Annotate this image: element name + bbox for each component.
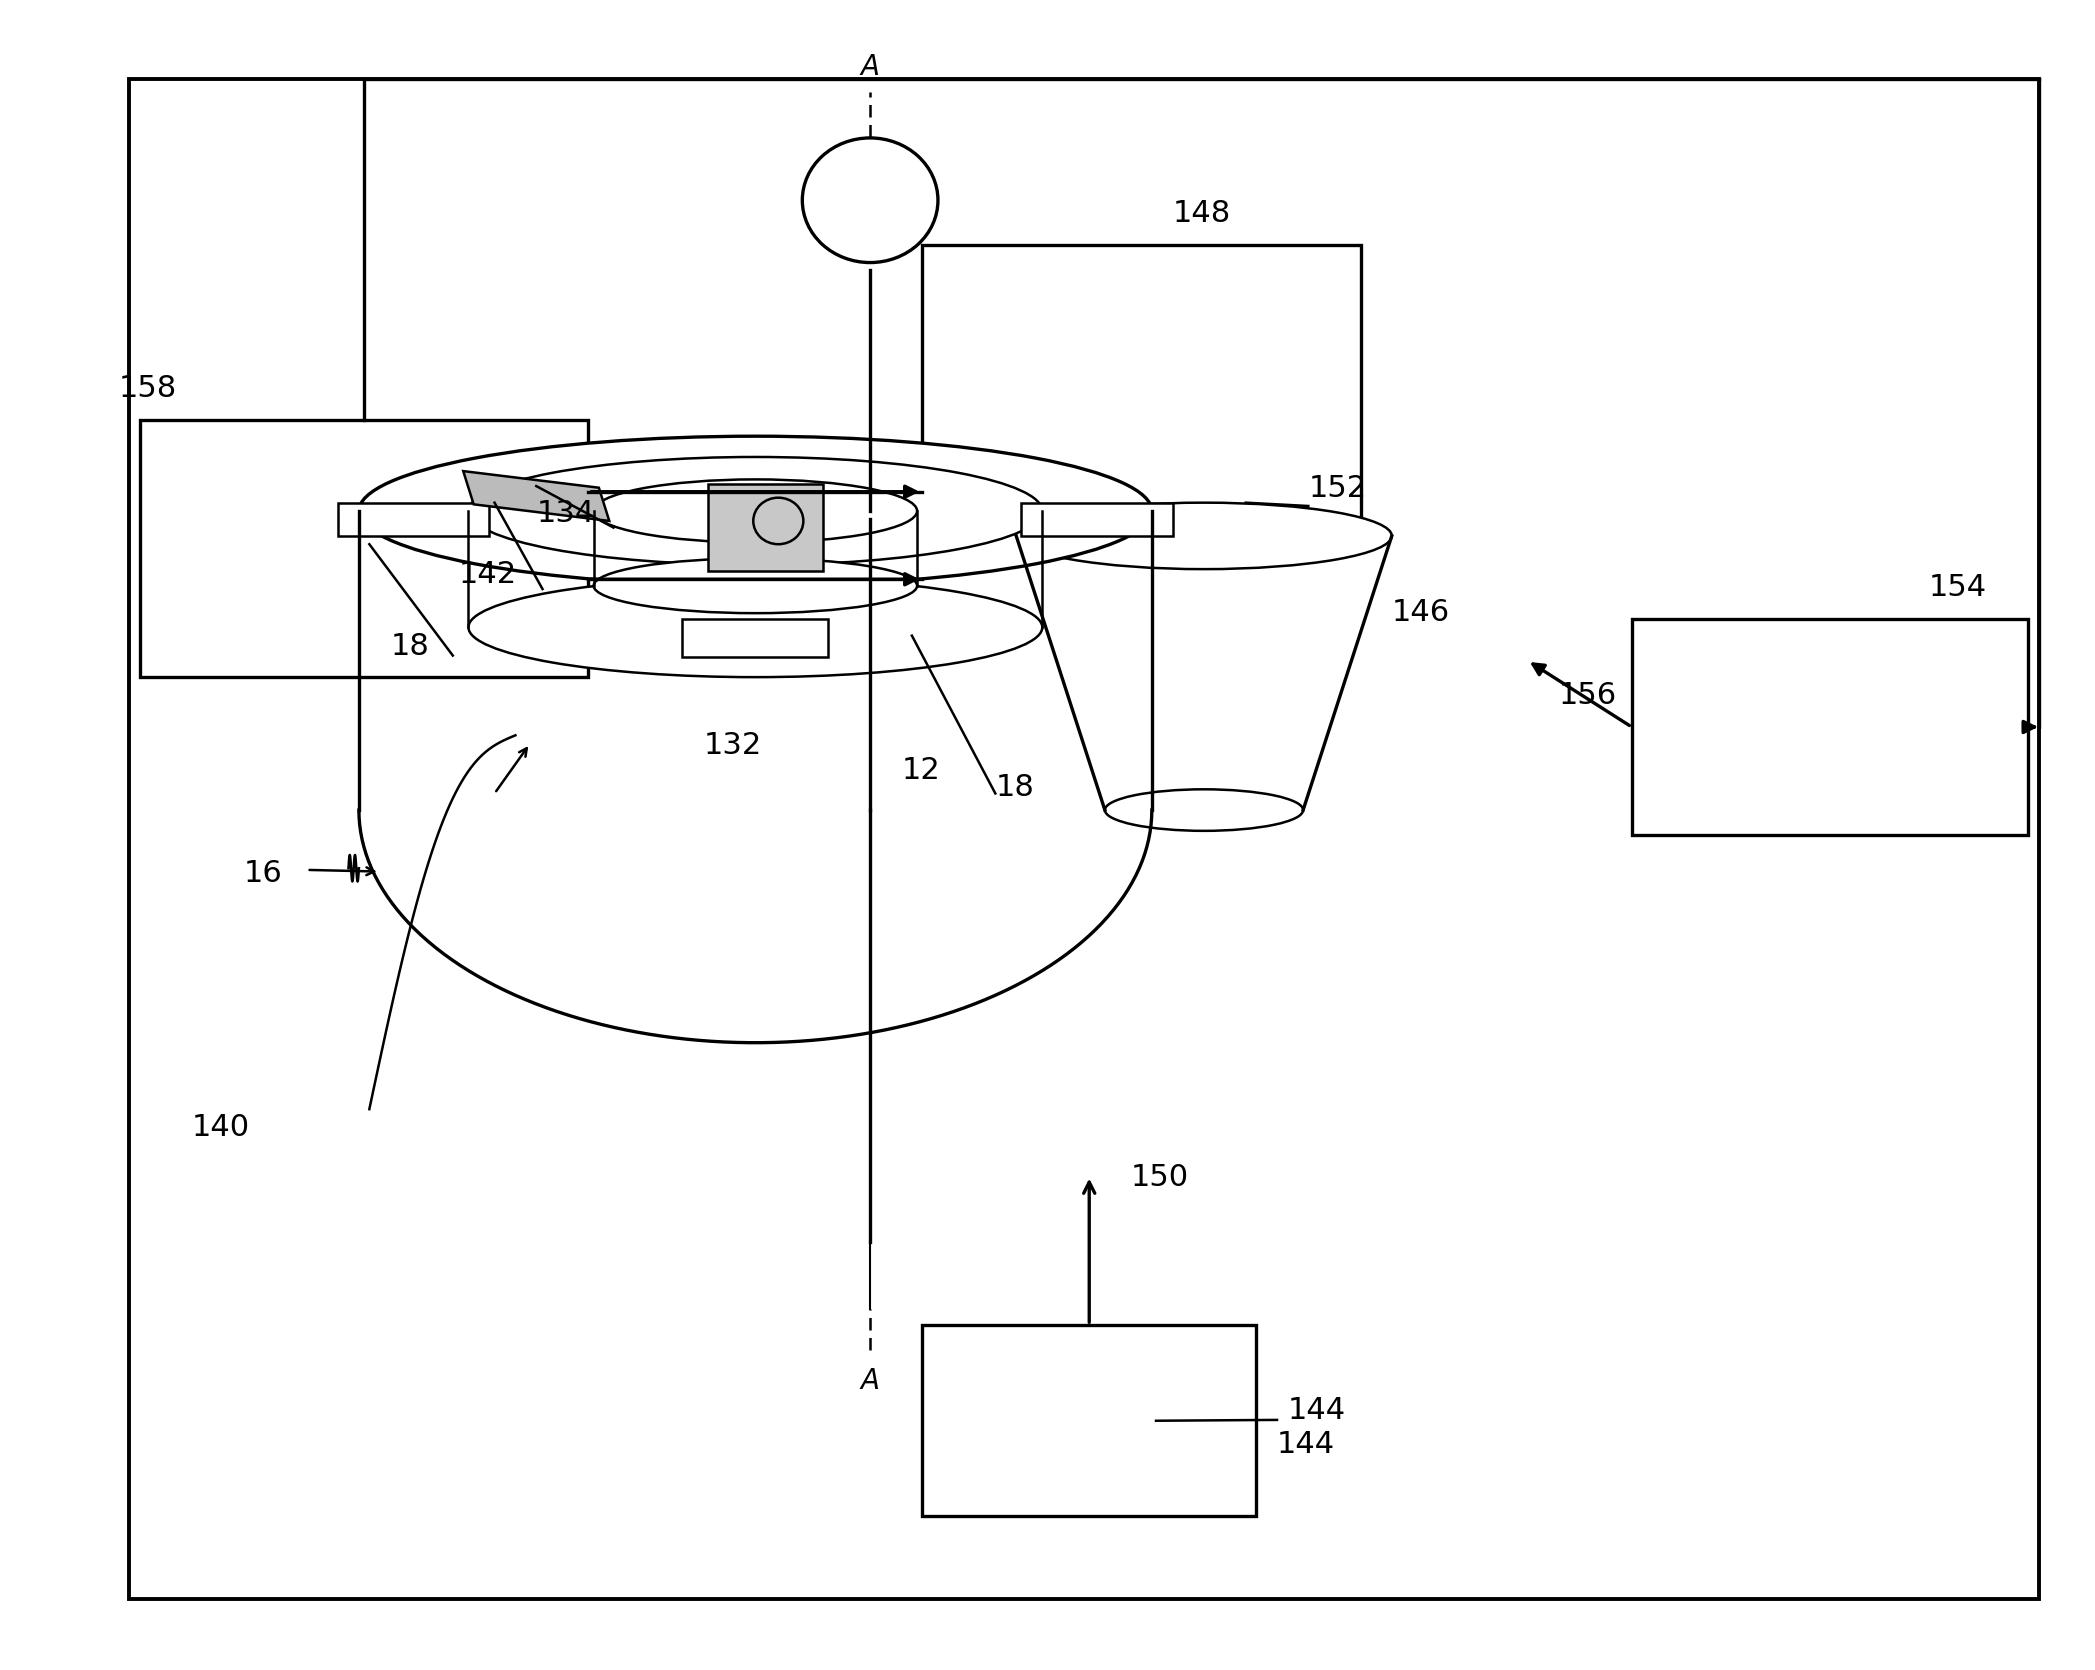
Ellipse shape [469, 458, 1043, 564]
Text: 158: 158 [119, 374, 178, 402]
Ellipse shape [1016, 503, 1391, 569]
Text: A: A [861, 52, 880, 80]
Text: 148: 148 [1173, 199, 1232, 229]
Text: 154: 154 [1927, 573, 1986, 603]
Text: 156: 156 [1559, 681, 1617, 710]
Text: 152: 152 [1309, 474, 1366, 503]
Bar [1632, 620, 2028, 835]
Polygon shape [463, 471, 610, 521]
Text: 142: 142 [459, 559, 517, 590]
Ellipse shape [593, 558, 918, 613]
Bar [708, 484, 823, 571]
Polygon shape [337, 503, 490, 536]
Text: 146: 146 [1391, 598, 1450, 628]
Polygon shape [1022, 503, 1173, 536]
Bar [922, 1326, 1257, 1516]
Text: 18: 18 [390, 631, 429, 661]
Text: 134: 134 [536, 499, 595, 528]
Text: 150: 150 [1131, 1164, 1190, 1192]
Text: A: A [861, 1366, 880, 1394]
Text: 132: 132 [704, 731, 760, 760]
Ellipse shape [1104, 790, 1303, 832]
Bar [922, 245, 1360, 536]
Text: 12: 12 [901, 757, 941, 785]
Text: 144: 144 [1278, 1430, 1335, 1460]
Text: 18: 18 [995, 773, 1035, 802]
Text: 144: 144 [1288, 1396, 1345, 1425]
Ellipse shape [469, 578, 1043, 676]
Text: 140: 140 [193, 1114, 249, 1142]
Ellipse shape [358, 436, 1152, 586]
Polygon shape [683, 620, 828, 658]
Ellipse shape [802, 139, 939, 262]
Text: 16: 16 [245, 858, 283, 888]
Bar [140, 419, 589, 676]
Ellipse shape [593, 479, 918, 543]
